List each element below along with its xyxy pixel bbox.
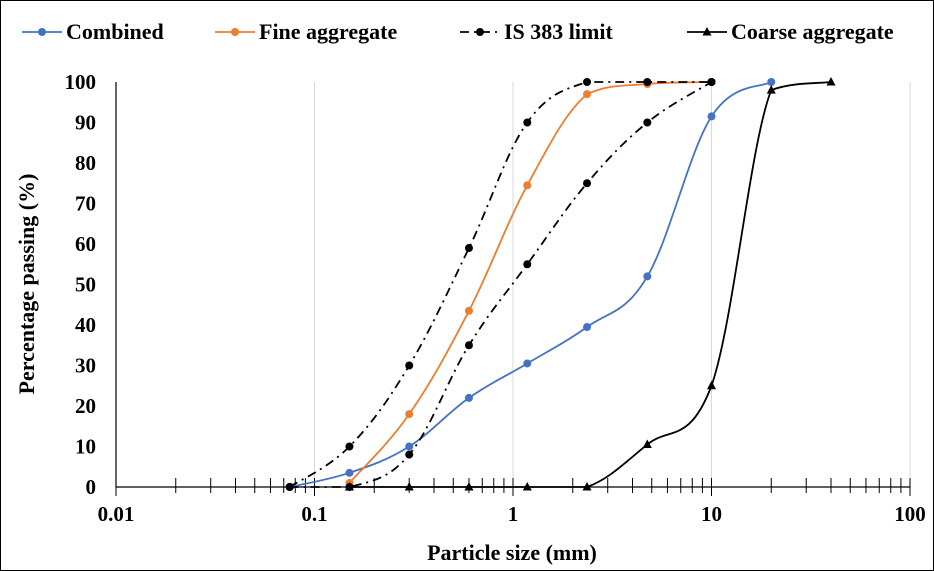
legend-label: Fine aggregate: [259, 19, 398, 44]
y-tick-label: 20: [75, 394, 96, 418]
data-point: [643, 272, 651, 280]
legend: Combined Fine aggregate IS 383 limit Coarse…: [22, 19, 894, 44]
data-point: [465, 341, 473, 349]
data-point: [465, 244, 473, 252]
data-point: [345, 469, 353, 477]
grid-lines: [315, 82, 911, 487]
data-point: [708, 78, 716, 86]
tick-labels: 0.01 0.1 1 10 100 0 10 20 30 40 50 60 70 80 90 100: [65, 70, 926, 526]
y-tick-label: 50: [75, 273, 96, 297]
y-tick-label: 0: [86, 475, 97, 499]
data-point: [286, 483, 294, 491]
data-point: [523, 119, 531, 127]
data-point: [523, 359, 531, 367]
data-point: [643, 78, 651, 86]
x-tick-label: 0.1: [301, 502, 327, 526]
legend-label: Coarse aggregate: [731, 19, 894, 44]
y-tick-label: 100: [65, 70, 97, 94]
series-1: [345, 78, 715, 487]
data-point: [465, 394, 473, 402]
data-point: [405, 451, 413, 459]
series-3: [286, 78, 716, 491]
y-tick-label: 70: [75, 192, 96, 216]
x-axis-label: Particle size (mm): [427, 540, 597, 565]
data-point: [827, 77, 836, 86]
x-tick-label: 0.01: [98, 502, 135, 526]
data-point: [707, 381, 716, 390]
data-point: [405, 443, 413, 451]
data-point: [643, 439, 652, 448]
y-axis-label: Percentage passing (%): [14, 174, 39, 395]
y-tick-label: 80: [75, 151, 96, 175]
series-0: [286, 78, 776, 491]
data-point: [583, 323, 591, 331]
series-group: [286, 77, 836, 491]
series-line: [349, 82, 831, 487]
x-tick-label: 10: [701, 502, 722, 526]
legend-marker: [476, 28, 484, 36]
legend-label: IS 383 limit: [504, 19, 613, 44]
x-tick-label: 1: [508, 502, 519, 526]
y-tick-label: 10: [75, 435, 96, 459]
x-tick-label: 100: [894, 502, 926, 526]
y-tick-label: 40: [75, 313, 96, 337]
data-point: [643, 119, 651, 127]
data-point: [583, 90, 591, 98]
y-tick-label: 30: [75, 354, 96, 378]
data-point: [405, 362, 413, 370]
legend-item: Fine aggregate: [215, 19, 398, 44]
data-point: [583, 78, 591, 86]
data-point: [767, 78, 775, 86]
legend-marker: [231, 28, 239, 36]
series-4: [345, 77, 836, 491]
legend-item: Coarse aggregate: [687, 19, 894, 44]
data-point: [465, 307, 473, 315]
data-point: [523, 260, 531, 268]
legend-item: Combined: [22, 19, 164, 44]
legend-item: IS 383 limit: [460, 19, 613, 44]
y-tick-label: 60: [75, 232, 96, 256]
series-line: [349, 82, 711, 483]
legend-label: Combined: [66, 19, 164, 44]
series-2: [286, 78, 716, 491]
data-point: [708, 112, 716, 120]
y-tick-label: 90: [75, 111, 96, 135]
data-point: [345, 443, 353, 451]
series-line: [290, 82, 772, 487]
data-point: [583, 179, 591, 187]
series-line: [290, 82, 712, 487]
data-point: [405, 410, 413, 418]
series-line: [290, 82, 712, 487]
data-point: [523, 181, 531, 189]
legend-marker: [38, 28, 46, 36]
